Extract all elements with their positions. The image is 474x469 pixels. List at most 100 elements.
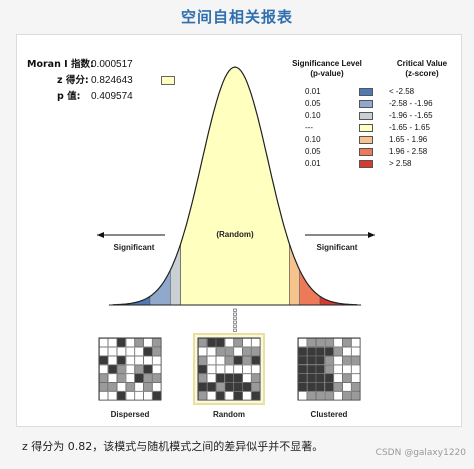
pattern-cell: [152, 338, 162, 348]
legend-p-value: 0.05: [305, 147, 321, 156]
pattern-cell: [342, 347, 352, 356]
pattern-cell: [242, 382, 252, 392]
pattern-cell: [224, 356, 234, 365]
pattern-cell: [99, 391, 109, 401]
pattern-cell: [108, 347, 117, 356]
p-value-label: p 值:: [57, 91, 81, 102]
pattern-cell: [99, 382, 109, 392]
pattern-cell: [207, 382, 216, 392]
pattern-cell: [116, 364, 126, 374]
legend-z-range: < -2.58: [389, 87, 415, 96]
pattern-cell: [298, 373, 308, 383]
z-score-label: z 得分:: [57, 75, 89, 86]
pattern-cell: [224, 382, 234, 392]
observed-z-marker: [233, 320, 237, 324]
legend-p-value: 0.01: [305, 159, 321, 168]
pattern-cell: [152, 373, 162, 383]
legend-z-range: -1.96 - -1.65: [389, 111, 433, 120]
pattern-cell: [251, 347, 261, 356]
pattern-cell: [342, 391, 352, 401]
legend-z-range: 1.65 - 1.96: [389, 135, 428, 144]
pattern-cell: [224, 391, 234, 401]
pattern-cell: [198, 382, 208, 392]
pattern-cell: [316, 364, 325, 374]
pattern-cell: [143, 364, 153, 374]
pattern-cell: [307, 382, 316, 392]
right-arrow-head: [368, 232, 375, 238]
pattern-cell: [251, 373, 261, 383]
pattern-cell: [207, 356, 216, 365]
pattern-cell: [125, 373, 135, 383]
pattern-label-clustered: Clustered: [311, 410, 348, 419]
pattern-cell: [198, 347, 208, 356]
legend-z-range: > 2.58: [389, 159, 412, 168]
pattern-cell: [215, 338, 225, 348]
pattern-cell: [152, 382, 162, 392]
legend-swatch: [359, 124, 373, 132]
pattern-cell: [298, 356, 308, 365]
pattern-cell: [152, 356, 162, 365]
pattern-cell: [125, 382, 135, 392]
pattern-cell: [333, 338, 343, 348]
pattern-cell: [108, 364, 117, 374]
pattern-cell: [233, 391, 243, 401]
pattern-cell: [134, 347, 144, 356]
pattern-cell: [152, 364, 162, 374]
pattern-cell: [233, 382, 243, 392]
pattern-cell: [108, 338, 117, 348]
pattern-cell: [333, 382, 343, 392]
pattern-cell: [116, 382, 126, 392]
pattern-cell: [351, 338, 361, 348]
pattern-cell: [251, 356, 261, 365]
pattern-cell: [324, 382, 334, 392]
z-score-swatch: [161, 76, 175, 85]
legend-p-value: ---: [305, 123, 313, 132]
pattern-cell: [99, 347, 109, 356]
pattern-cell: [134, 338, 144, 348]
pattern-cell: [233, 338, 243, 348]
pattern-cell: [134, 391, 144, 401]
legend-swatch: [359, 136, 373, 144]
pattern-cell: [324, 364, 334, 374]
pattern-cell: [351, 356, 361, 365]
pattern-label-dispersed: Dispersed: [111, 410, 150, 419]
pattern-cell: [224, 364, 234, 374]
pattern-cell: [215, 356, 225, 365]
pattern-cell: [242, 373, 252, 383]
pattern-cell: [108, 391, 117, 401]
pattern-cell: [224, 373, 234, 383]
pattern-cell: [215, 382, 225, 392]
pattern-cell: [143, 356, 153, 365]
pattern-cell: [233, 347, 243, 356]
pattern-cell: [125, 338, 135, 348]
z-score-value: 0.824643: [91, 75, 133, 86]
pattern-cell: [342, 373, 352, 383]
pattern-cell: [198, 373, 208, 383]
legend-z-range: -1.65 - 1.65: [389, 123, 430, 132]
pattern-cell: [298, 382, 308, 392]
legend-critical-header: Critical Value (z-score): [396, 59, 448, 78]
pattern-cell: [333, 391, 343, 401]
legend-z-range: -2.58 - -1.96: [389, 99, 433, 108]
report-title: 空间自相关报表: [180, 8, 293, 26]
pattern-cell: [143, 373, 153, 383]
legend-z-range: 1.96 - 2.58: [389, 147, 428, 156]
pattern-cell: [116, 391, 126, 401]
pattern-cell: [198, 338, 208, 348]
pattern-cell: [242, 347, 252, 356]
pattern-cell: [242, 356, 252, 365]
left-arrow-head: [97, 232, 104, 238]
pattern-cell: [307, 391, 316, 401]
legend-p-value: 0.05: [305, 99, 321, 108]
pattern-cell: [251, 338, 261, 348]
curve-region: [170, 243, 181, 306]
pattern-cell: [99, 338, 109, 348]
pattern-cell: [333, 373, 343, 383]
pattern-cell: [316, 338, 325, 348]
pattern-cell: [333, 364, 343, 374]
pattern-cell: [333, 347, 343, 356]
pattern-cell: [298, 391, 308, 401]
pattern-cell: [198, 391, 208, 401]
pattern-cell: [324, 347, 334, 356]
